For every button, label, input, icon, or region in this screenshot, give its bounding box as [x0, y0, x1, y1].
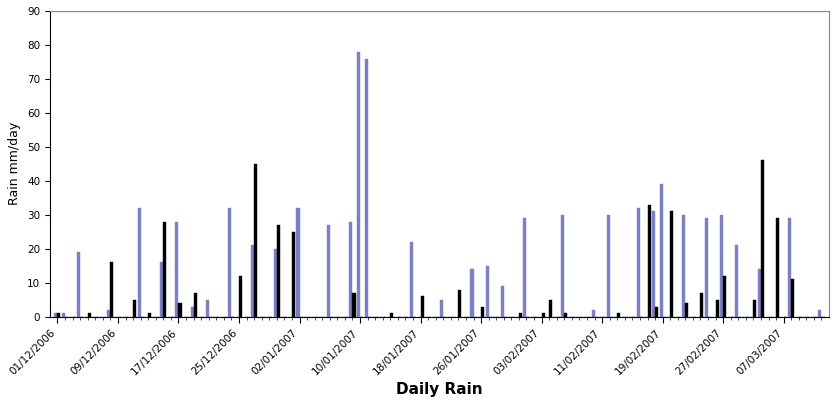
Bar [292, 232, 295, 317]
Bar [655, 307, 658, 317]
Bar [686, 303, 688, 317]
Bar [410, 242, 413, 317]
Bar [818, 310, 822, 317]
Bar [788, 218, 791, 317]
Bar [364, 59, 368, 317]
Bar [138, 208, 140, 317]
Bar [682, 215, 686, 317]
Bar [471, 269, 473, 317]
X-axis label: Daily Rain: Daily Rain [396, 382, 482, 397]
Bar [519, 314, 522, 317]
Bar [228, 208, 232, 317]
Bar [542, 314, 544, 317]
Bar [592, 310, 594, 317]
Bar [486, 266, 488, 317]
Bar [357, 52, 360, 317]
Bar [62, 314, 65, 317]
Bar [277, 225, 280, 317]
Bar [58, 314, 60, 317]
Bar [458, 290, 461, 317]
Bar [206, 300, 209, 317]
Bar [421, 297, 424, 317]
Bar [107, 310, 110, 317]
Bar [176, 222, 179, 317]
Bar [133, 300, 136, 317]
Bar [776, 218, 779, 317]
Bar [735, 245, 738, 317]
Bar [390, 314, 393, 317]
Bar [523, 218, 527, 317]
Bar [88, 314, 91, 317]
Bar [561, 215, 564, 317]
Bar [660, 184, 663, 317]
Bar [77, 252, 80, 317]
Bar [549, 300, 553, 317]
Bar [716, 300, 719, 317]
Bar [327, 225, 329, 317]
Y-axis label: Rain mm/day: Rain mm/day [8, 122, 22, 206]
Bar [723, 276, 726, 317]
Bar [441, 300, 443, 317]
Bar [254, 164, 257, 317]
Bar [481, 307, 484, 317]
Bar [705, 218, 708, 317]
Bar [648, 205, 650, 317]
Bar [274, 249, 277, 317]
Bar [349, 222, 353, 317]
Bar [607, 215, 609, 317]
Bar [753, 300, 757, 317]
Bar [758, 269, 761, 317]
Bar [652, 211, 655, 317]
Bar [161, 262, 163, 317]
Bar [761, 160, 764, 317]
Bar [163, 222, 166, 317]
Bar [701, 293, 703, 317]
Bar [670, 211, 673, 317]
Bar [637, 208, 640, 317]
Bar [110, 262, 114, 317]
Bar [194, 293, 196, 317]
Bar [191, 307, 194, 317]
Bar [251, 245, 254, 317]
Bar [791, 280, 794, 317]
Bar [239, 276, 242, 317]
Bar [501, 286, 504, 317]
Bar [564, 314, 568, 317]
Bar [297, 208, 299, 317]
Bar [720, 215, 723, 317]
Bar [54, 314, 58, 317]
Bar [148, 314, 151, 317]
Bar [353, 293, 355, 317]
Bar [179, 303, 181, 317]
Bar [617, 314, 620, 317]
